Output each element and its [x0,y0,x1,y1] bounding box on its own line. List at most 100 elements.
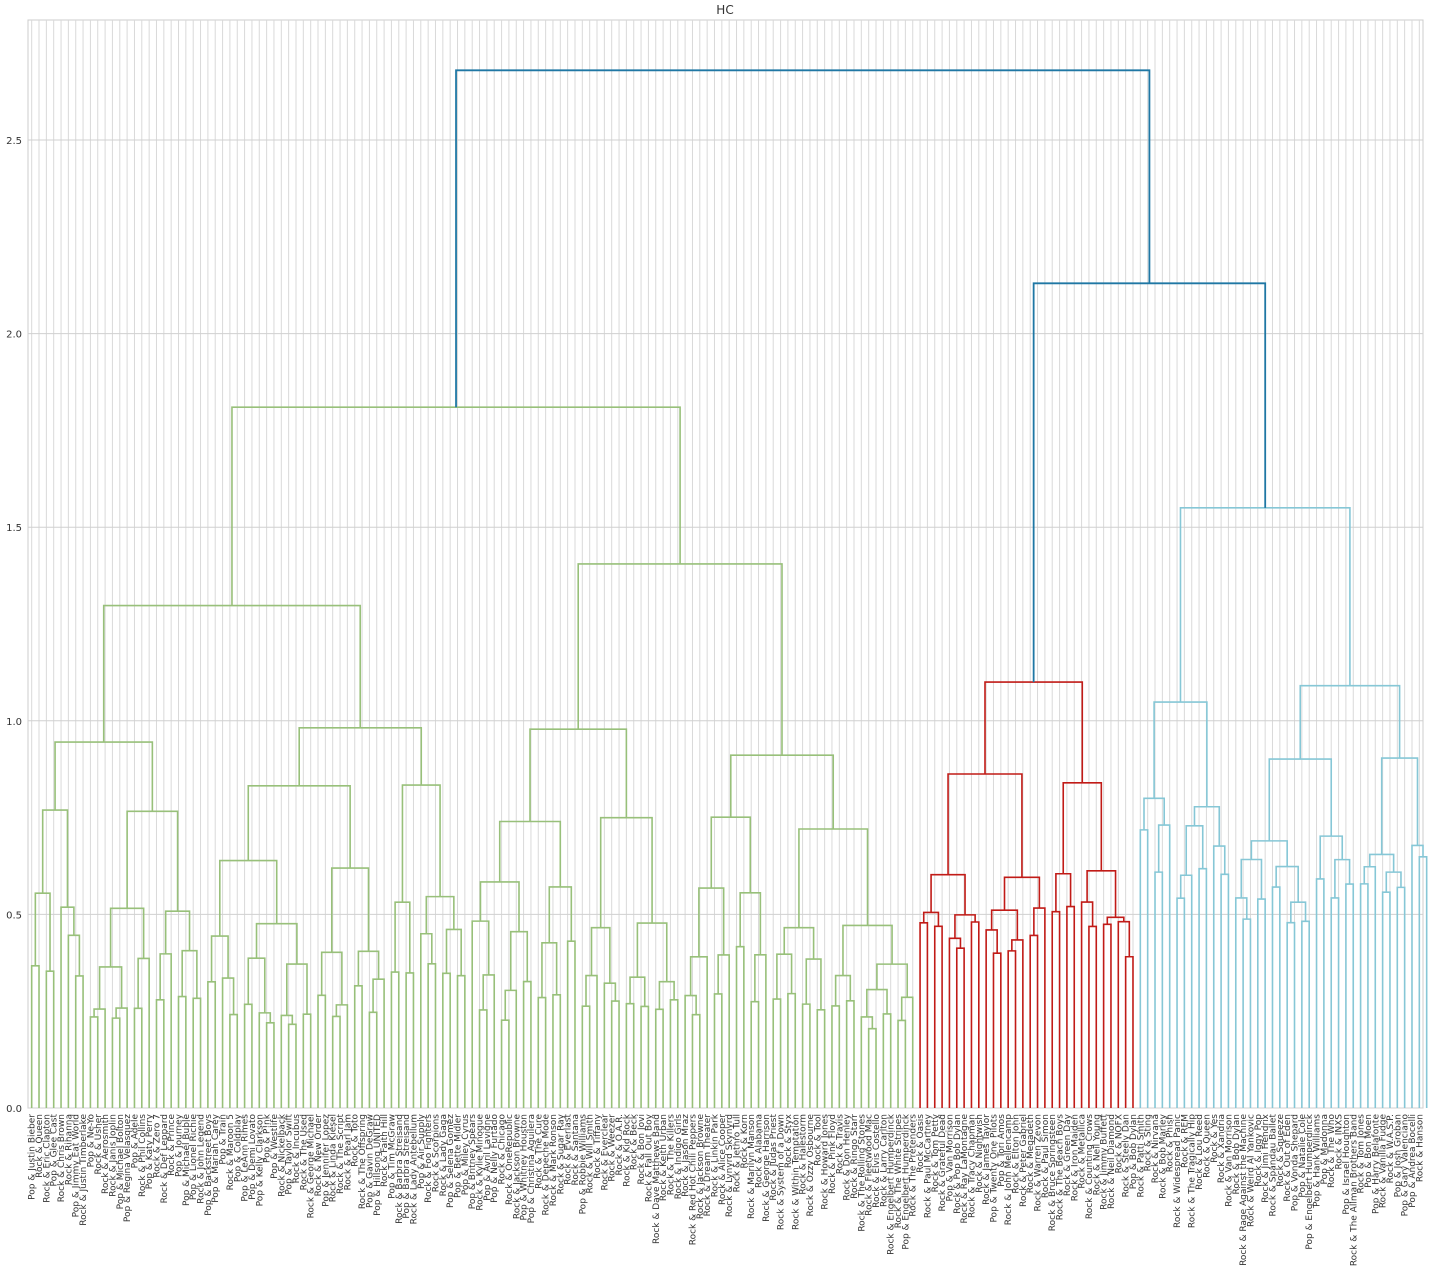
dendrogram-link [330,867,370,953]
dendrogram-link [192,997,202,1108]
leaf-label: Rock & Kid Rock [622,1113,632,1187]
leaf-label: Pop & Jennifer Lopez [321,1114,331,1207]
dendrogram-link [478,1009,488,1108]
dendrogram-link [155,999,165,1108]
dendrogram-link [482,974,496,1108]
leaf-label: Pop & Tim McGraw [387,1114,397,1199]
dendrogram-link [990,909,1019,940]
dendrogram-link [537,996,547,1108]
leaf-label: Rock & Depeche Mode [542,1114,552,1216]
leaf-label: Rock & The Rolling Stones [857,1114,867,1232]
dendrogram-link [1234,897,1248,1108]
leaf-label: Rock & Pink Floyd [828,1114,838,1194]
leaf-label: Rock & Incubus [292,1114,302,1184]
leaf-label: Rock & Lady Antebellum [409,1114,419,1224]
leaf-label: Rock & Pop Bob Dylan [953,1114,963,1214]
leaf-label: Rock & Jackson Browne [696,1114,706,1220]
leaf-label: Rock & Metallica [1078,1114,1088,1189]
dendrogram-link [302,1013,312,1108]
dendrogram-link [1086,870,1117,918]
leaf-label: Rock & The Cure [534,1114,544,1189]
leaf-label: Pop & Adele [130,1114,140,1169]
dendrogram-link [1029,934,1039,1108]
dendrogram-link [750,1000,760,1108]
dendrogram-link [1242,918,1252,1108]
dendrogram-link [985,929,998,1108]
dendrogram-link [1220,873,1230,1108]
dendrogram-link [331,1015,341,1108]
leaf-label: Pop & Regina Velasquez [123,1114,133,1222]
dendrogram-link [541,942,558,998]
dendrogram-link [876,963,909,998]
leaf-label: Pop & Tori Amos [997,1114,1007,1187]
dendrogram-link [456,974,466,1108]
leaf-label: Rock & Indigo Girls [674,1114,684,1200]
leaf-label: Pop & Harry Belafonte [1371,1114,1381,1214]
leaf-label: Rock & Nightwish [975,1114,985,1193]
dendrogram-link [947,773,1023,878]
dendrogram-link [1176,897,1186,1108]
leaf-label: Rock & Queen [1202,1114,1212,1178]
leaf-label: Pop & Demi Lovato [248,1114,258,1200]
leaf-label: Rock & W.A.S.P. [1386,1114,1396,1183]
leaf-label: Rock & Dave Matthews Band [652,1114,662,1244]
leaf-label: Rock & Patti Smith [1136,1114,1146,1197]
dendrogram-link [735,945,745,1108]
leaf-label: Rock & Usher [94,1114,104,1175]
grid [28,20,1423,1109]
leaf-label: Pop & Bette Midler [454,1114,464,1198]
leaf-label: Rock & Santana [571,1114,581,1185]
dendrogram-link [368,1011,378,1108]
leaf-label: Pop & Bon Moen [1364,1114,1374,1188]
dendrogram-link [1003,876,1041,911]
leaf-label: Rock & Alabama [755,1114,765,1188]
leaf-label: Rock & Pearl Jam [343,1114,353,1190]
leaf-label: Rock & Sting [1144,1114,1154,1171]
dendrogram-link [93,1008,106,1108]
dendrogram-link [394,901,411,973]
dendrogram-link [115,1007,128,1108]
dendrogram-link [1179,874,1193,1108]
dendrogram-link [1193,805,1221,847]
leaf-label: Rock & Bob Marley [1158,1113,1168,1199]
leaf-label: Rock & Keith Urban [659,1114,669,1201]
dendrogram-link [783,926,815,960]
leaf-label: Rock & Hanson [1415,1114,1425,1182]
dendrogram-link [159,953,172,1108]
dendrogram-link [1185,825,1204,876]
leaf-label: Rock & Nickelback [277,1113,287,1197]
dendrogram-link [629,976,646,1007]
leaf-label: Pop & Natalie Cole [1298,1114,1308,1198]
dendrogram-link [801,1003,811,1108]
leaf-label: Rock & Xandria [1217,1114,1227,1183]
leaf-label: Pop & Robbie Williams [578,1114,588,1215]
dendrogram-link [335,1004,349,1108]
dendrogram-link [1179,507,1351,703]
dendrogram-link [805,958,822,1010]
dendrogram-link [133,1007,143,1108]
leaf-label: Rock & Ringo Starr [850,1114,860,1199]
leaf-label: Rock & Janis Joplin [108,1114,118,1197]
leaf-label: Pop & Journey [175,1113,185,1177]
leaf-label: Rock & Lady Gaga [439,1114,449,1196]
leaf-label: Pop & Train [219,1114,229,1165]
dendrogram-link [919,921,929,1108]
leaf-label: Rock & Jackson Browne [512,1114,522,1220]
y-tick-label: 2.0 [6,330,22,341]
leaf-label: Rock & Ozzy Osbourne [806,1114,816,1217]
leaf-label: Pop & Katy Perry [145,1113,155,1189]
dendrogram-link [1411,844,1424,1108]
dendrogram-link [1299,684,1401,760]
leaf-label: Rock & Halestorm [799,1114,809,1195]
leaf-label: Rock & Weezer [608,1114,618,1182]
dendrogram-link [89,1016,99,1108]
dendrogram-link [1139,829,1149,1108]
leaf-label: Pop & Miley Cyrus [461,1114,471,1196]
dendrogram-link [1257,898,1266,1108]
leaf-label: Rock & Elvis Costello [872,1114,882,1208]
leaf-label: Pop & P!nk [263,1113,273,1163]
leaf-label: Rock & Iron Maiden [1070,1114,1080,1201]
dendrogram-link [1066,905,1076,1108]
dendrogram-link [471,920,490,1108]
dendrogram-link [955,947,965,1108]
